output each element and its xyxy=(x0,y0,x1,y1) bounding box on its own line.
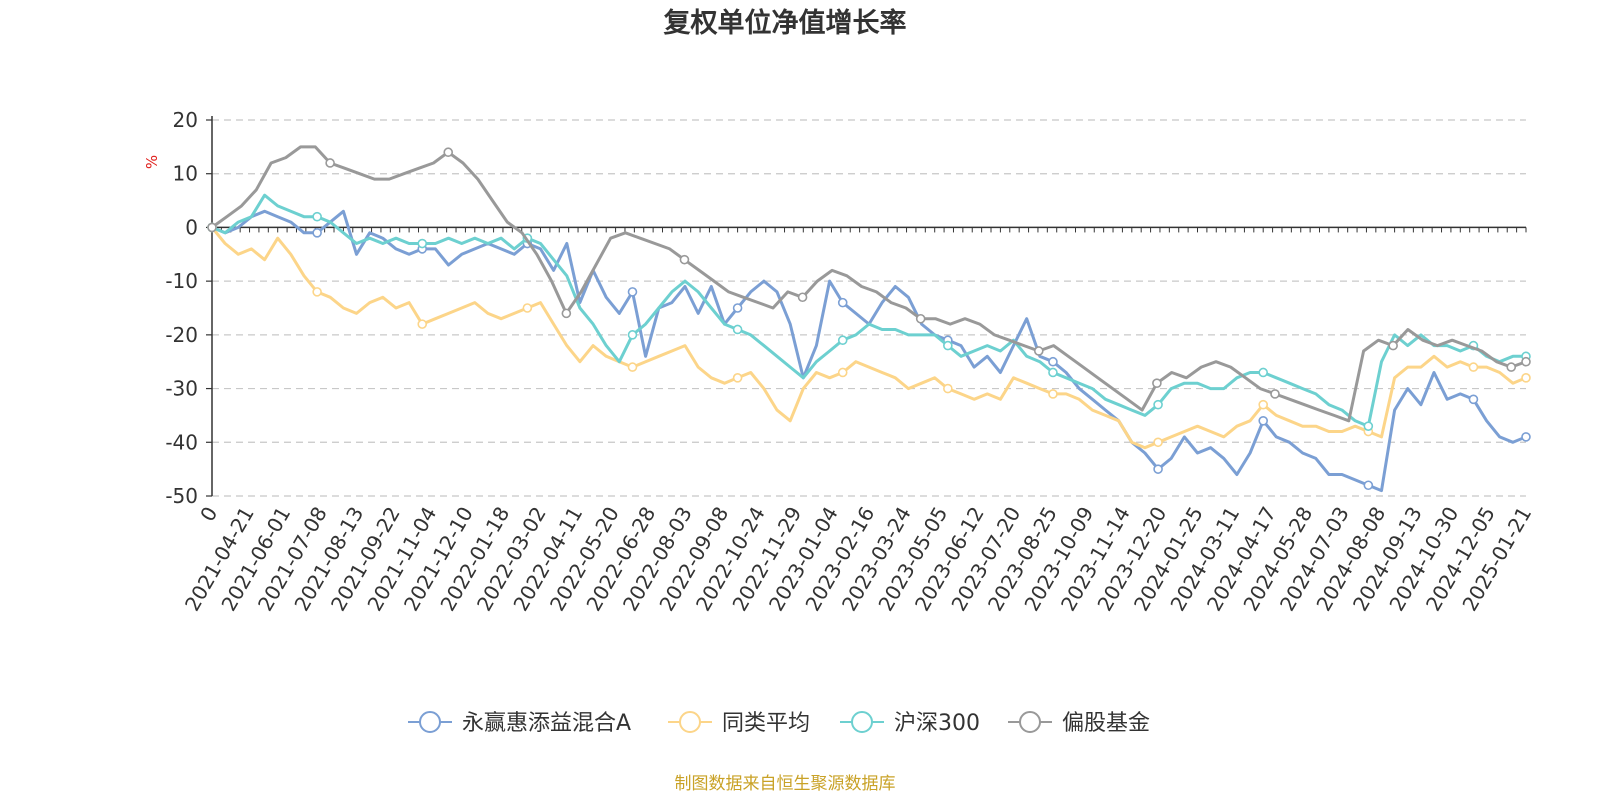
legend-label: 沪深300 xyxy=(894,711,980,736)
data-point xyxy=(679,254,690,265)
data-point xyxy=(1388,340,1398,351)
data-point xyxy=(732,303,743,313)
data-point xyxy=(522,303,533,313)
data-point xyxy=(837,367,848,378)
data-point xyxy=(1152,378,1162,389)
data-point xyxy=(207,222,217,233)
legend: 永赢惠添益混合A 同类平均 沪深300 偏股基金 xyxy=(408,711,1150,736)
y-tick-label: 0 xyxy=(185,215,198,239)
data-point xyxy=(417,238,428,249)
data-point xyxy=(1468,362,1479,372)
data-point xyxy=(732,373,743,383)
data-point xyxy=(1521,432,1531,442)
data-point xyxy=(837,335,848,346)
data-point xyxy=(1153,437,1163,448)
data-point xyxy=(732,324,743,335)
data-point xyxy=(1048,389,1058,399)
y-tick-label: -30 xyxy=(165,377,198,401)
legend-marker-icon xyxy=(419,711,441,733)
data-point xyxy=(1258,367,1268,378)
data-point xyxy=(1521,356,1531,367)
data-point xyxy=(1153,464,1163,474)
y-tick-label: -50 xyxy=(165,484,198,508)
y-tick-label: 20 xyxy=(173,108,198,132)
data-point xyxy=(943,340,953,351)
data-point xyxy=(1468,394,1479,405)
legend-label: 偏股基金 xyxy=(1062,711,1150,736)
data-point xyxy=(312,211,322,222)
data-point xyxy=(561,308,572,319)
legend-marker-icon xyxy=(1019,711,1041,733)
y-tick-label: -10 xyxy=(165,269,198,293)
data-point xyxy=(1270,389,1280,399)
data-point xyxy=(943,383,953,394)
data-point xyxy=(1258,399,1268,410)
data-point xyxy=(915,313,926,324)
data-point xyxy=(1048,367,1058,378)
data-point xyxy=(627,362,638,372)
legend-label: 同类平均 xyxy=(722,711,810,736)
data-point xyxy=(1258,415,1268,426)
data-point xyxy=(1521,373,1531,383)
axes: 20100-10-20-30-40-5002021-04-212021-06-0… xyxy=(165,108,1536,615)
grid-lines xyxy=(212,119,1526,497)
legend-marker-icon xyxy=(679,711,701,733)
series-line xyxy=(210,226,1527,450)
legend-marker-icon xyxy=(851,711,873,733)
series-line xyxy=(211,209,1527,493)
data-point xyxy=(1363,480,1374,491)
source-note: 制图数据来自恒生聚源数据库 xyxy=(675,774,896,794)
y-axis-unit-label: % xyxy=(143,155,161,169)
chart-title: 复权单位净值增长率 xyxy=(664,7,907,39)
data-point xyxy=(797,292,808,303)
y-tick-label: 10 xyxy=(173,162,198,186)
data-point xyxy=(1363,421,1374,431)
data-point xyxy=(1033,346,1044,356)
data-point xyxy=(443,147,454,158)
y-tick-label: -20 xyxy=(165,323,198,347)
data-point xyxy=(325,158,335,168)
data-point xyxy=(417,319,428,329)
data-point xyxy=(1153,399,1163,410)
series-line xyxy=(211,193,1526,428)
series-lines xyxy=(207,145,1531,493)
data-point xyxy=(837,297,848,308)
y-tick-label: -40 xyxy=(165,430,198,454)
data-point xyxy=(312,228,322,238)
data-point xyxy=(312,287,322,297)
data-point xyxy=(1048,356,1058,367)
x-tick-label: 0 xyxy=(195,503,222,526)
data-point xyxy=(1506,362,1517,372)
series-line xyxy=(211,145,1527,423)
data-point xyxy=(627,330,638,340)
legend-label: 永赢惠添益混合A xyxy=(462,711,631,736)
data-point xyxy=(627,287,638,297)
